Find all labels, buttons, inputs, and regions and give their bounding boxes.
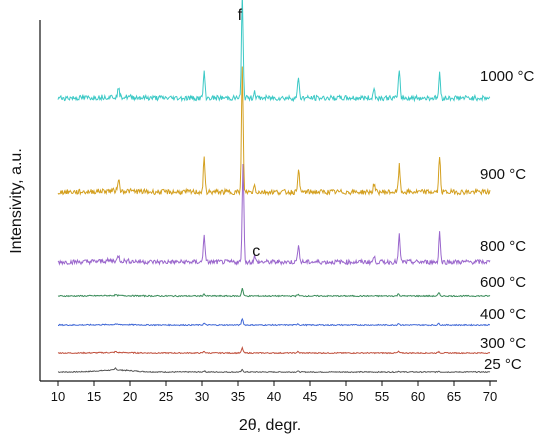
series-line (57, 66, 491, 197)
x-tick-label: 55 (375, 389, 389, 404)
x-tick-label: 10 (51, 389, 65, 404)
peak-annotations: fc (238, 7, 261, 260)
series-line (57, 0, 491, 103)
series-line (57, 287, 491, 298)
x-tick-label: 65 (447, 389, 461, 404)
x-tick-label: 25 (159, 389, 173, 404)
y-axis-title: Intensivity, a.u. (8, 148, 25, 254)
series-label: 600 °C (480, 274, 526, 291)
peak-annotation: c (252, 243, 260, 260)
series-label: 900 °C (480, 166, 526, 183)
x-tick-label: 40 (267, 389, 281, 404)
series-labels: 25 °C 300 °C 400 °C 600 °C 800 °C 900 °C 1000 … (480, 68, 535, 373)
x-ticks: 10 15 20 25 30 35 40 45 50 55 60 65 70 (51, 381, 497, 404)
series-label: 25 °C (484, 356, 522, 373)
x-tick-label: 70 (483, 389, 497, 404)
series-label: 1000 °C (480, 68, 535, 85)
x-tick-label: 15 (87, 389, 101, 404)
series-line (57, 163, 491, 267)
series-line (57, 346, 491, 355)
axes (39, 20, 497, 382)
x-tick-label: 60 (411, 389, 425, 404)
x-tick-label: 20 (123, 389, 137, 404)
series-label: 800 °C (480, 238, 526, 255)
series-group (57, 0, 491, 374)
x-tick-label: 30 (195, 389, 209, 404)
series-label: 400 °C (480, 306, 526, 323)
series-line (58, 317, 490, 327)
series-label: 300 °C (480, 335, 526, 352)
x-tick-label: 35 (231, 389, 245, 404)
series-line (57, 367, 491, 374)
peak-annotation: f (238, 7, 243, 24)
x-axis-title: 2θ, degr. (239, 417, 301, 434)
x-tick-label: 45 (303, 389, 317, 404)
x-tick-label: 50 (339, 389, 353, 404)
